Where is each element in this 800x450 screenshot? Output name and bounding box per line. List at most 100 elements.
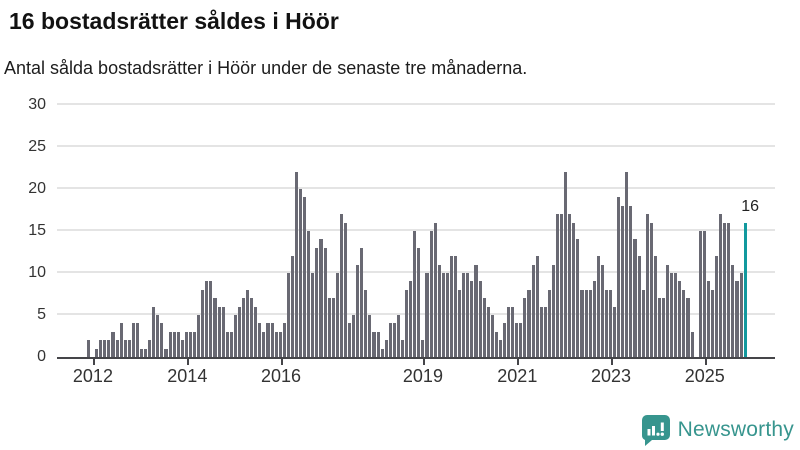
x-axis-tick [517, 359, 520, 365]
bar [547, 289, 551, 357]
bar [131, 323, 135, 357]
gridline [57, 229, 775, 231]
bar [564, 172, 568, 357]
bar [543, 306, 547, 357]
bar [478, 281, 482, 357]
bar [715, 256, 719, 357]
bar [343, 222, 347, 357]
bar [482, 298, 486, 357]
bar [148, 340, 152, 357]
bar [498, 340, 502, 357]
bar [507, 306, 511, 357]
y-axis-label: 15 [28, 222, 46, 239]
bar [99, 340, 103, 357]
bar [653, 256, 657, 357]
bar [551, 264, 555, 357]
bar [335, 273, 339, 357]
bar [184, 331, 188, 357]
bar [409, 281, 413, 357]
bar [360, 247, 364, 357]
bar [266, 323, 270, 357]
bar [197, 315, 201, 357]
x-axis-tick-label: 2019 [402, 366, 443, 386]
bar [180, 340, 184, 357]
bar [523, 298, 527, 357]
bar [168, 331, 172, 357]
bar [555, 214, 560, 357]
bar [217, 306, 221, 357]
bar [490, 315, 494, 357]
highlight-value-label: 16 [741, 197, 759, 215]
bar [637, 256, 641, 357]
chart-subtitle: Antal sålda bostadsrätter i Höör under d… [4, 58, 528, 78]
bar [629, 205, 633, 357]
bar [401, 340, 405, 357]
bar [348, 323, 352, 357]
newsworthy-logo[interactable]: Newsworthy [639, 414, 794, 446]
bar [682, 289, 686, 357]
bar [486, 306, 490, 357]
bar [617, 197, 621, 357]
bar [233, 315, 237, 357]
bar [380, 348, 384, 357]
bar [458, 289, 462, 357]
bar [164, 348, 168, 357]
bar [193, 331, 197, 357]
x-axis-tick-label: 2016 [261, 366, 302, 386]
bar [119, 323, 123, 357]
bar [449, 256, 454, 357]
bar [719, 214, 723, 357]
bar [241, 298, 246, 357]
bar [502, 323, 507, 357]
bar [702, 231, 706, 357]
bar [319, 239, 323, 357]
bar [454, 256, 458, 357]
bar [246, 289, 250, 357]
bar [327, 298, 331, 357]
bar [560, 214, 564, 357]
bar [527, 289, 531, 357]
bar [421, 340, 425, 357]
x-axis-tick-label: 2025 [684, 366, 725, 386]
gridline [57, 103, 775, 105]
x-axis-tick [187, 359, 190, 365]
bar [286, 273, 290, 357]
bar [405, 289, 409, 357]
y-axis-label: 25 [28, 138, 46, 155]
bar [205, 281, 209, 357]
bar [580, 289, 584, 357]
bar [441, 273, 445, 357]
newsworthy-logo-text: Newsworthy [677, 418, 794, 441]
bar [372, 331, 376, 357]
bar [213, 298, 217, 357]
bar [160, 323, 164, 357]
bar [135, 323, 140, 357]
plot-area: 16 2012 2014 2016 2019 2021 2023 2025 0 5 10 15 20… [28, 96, 775, 386]
bar [662, 298, 666, 357]
bar [311, 273, 315, 357]
bar [95, 348, 99, 357]
bar [494, 331, 498, 357]
bar [433, 222, 437, 357]
bar [429, 231, 433, 357]
bar [592, 281, 596, 357]
bar [474, 264, 478, 357]
bar [625, 172, 629, 357]
y-axis-label: 0 [37, 348, 46, 365]
bar [303, 197, 307, 357]
bar [437, 264, 441, 357]
bar [515, 323, 519, 357]
bar [307, 231, 311, 357]
bar [368, 315, 372, 357]
bar [258, 323, 262, 357]
bar [604, 289, 608, 357]
bar [731, 264, 735, 357]
bar [315, 247, 319, 357]
bar-chart-speech-bubble-icon [641, 415, 670, 446]
bar [657, 298, 662, 357]
bar [140, 348, 144, 357]
x-axis-tick-label: 2012 [72, 366, 113, 386]
bar [254, 306, 258, 357]
x-axis-tick-label: 2014 [167, 366, 208, 386]
bar [127, 340, 131, 357]
